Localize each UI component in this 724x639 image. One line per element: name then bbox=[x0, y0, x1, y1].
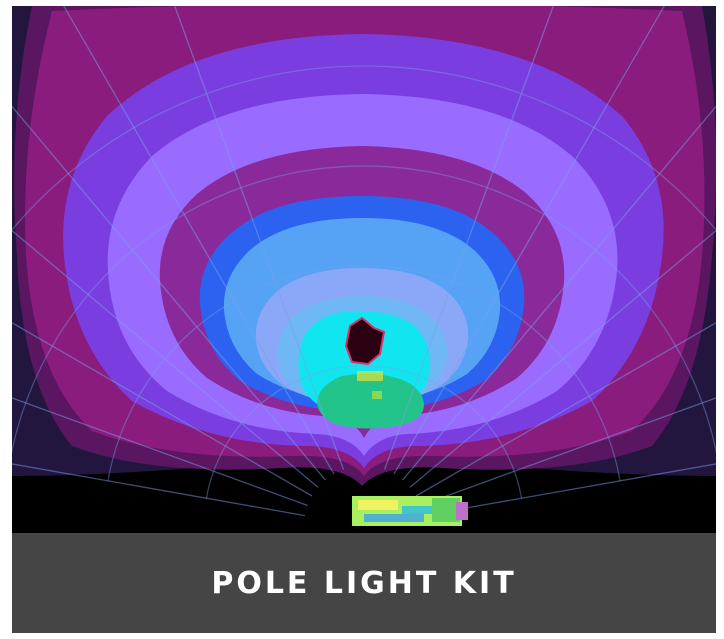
grid-spoke bbox=[383, 6, 554, 470]
hotspot-fleck bbox=[372, 391, 382, 399]
light-distribution-image bbox=[12, 6, 716, 533]
beam-pattern-graphic bbox=[12, 6, 716, 533]
grid-spoke bbox=[12, 229, 319, 488]
grid-spoke bbox=[402, 105, 716, 481]
grid-arc bbox=[107, 265, 621, 481]
polar-grid bbox=[12, 6, 716, 517]
grid-arc bbox=[12, 165, 716, 455]
grid-spoke bbox=[174, 6, 345, 470]
grid-spoke bbox=[12, 105, 326, 481]
product-title: POLE LIGHT KIT bbox=[211, 565, 517, 601]
grid-spoke bbox=[63, 6, 335, 475]
beam-hotspot bbox=[344, 316, 386, 366]
grid-spoke bbox=[420, 397, 716, 507]
beam-core-teal bbox=[317, 373, 424, 429]
grid-spoke bbox=[415, 322, 716, 497]
grid-spoke bbox=[12, 397, 308, 507]
grid-spoke bbox=[12, 463, 306, 517]
caption-bar: POLE LIGHT KIT bbox=[12, 533, 716, 633]
grid-arc bbox=[205, 365, 523, 499]
grid-arc bbox=[12, 65, 716, 232]
product-card[interactable]: POLE LIGHT KIT bbox=[12, 6, 716, 633]
hotspot-fleck bbox=[357, 371, 383, 381]
grid-spoke bbox=[12, 322, 313, 497]
grid-spoke bbox=[409, 229, 716, 488]
grid-spoke bbox=[422, 463, 716, 517]
fixture-graphic bbox=[352, 496, 468, 526]
grid-spoke bbox=[393, 6, 665, 475]
